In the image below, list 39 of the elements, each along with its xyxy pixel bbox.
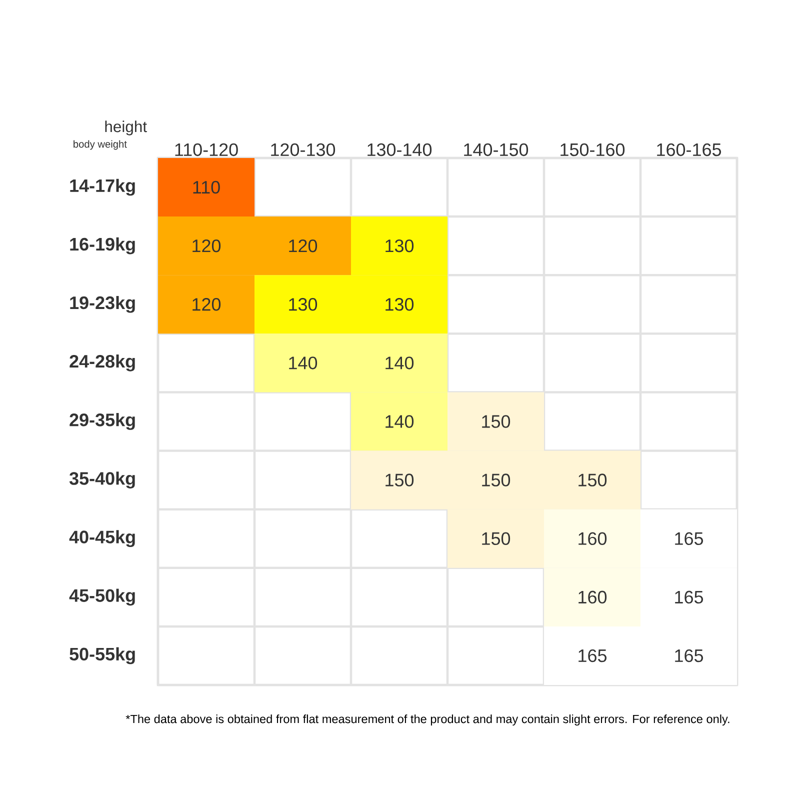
data-label: 165 [675, 590, 704, 604]
y-tick-label: 24-28kg [70, 354, 135, 372]
data-label: 120 [289, 239, 318, 252]
data-label: 160 [578, 532, 607, 545]
data-label: 160 [578, 590, 607, 604]
data-label: 150 [386, 474, 414, 486]
x-tick-label: 140-150 [464, 143, 528, 156]
x-tick-label: 110-120 [175, 143, 238, 156]
data-label: 150 [482, 474, 510, 486]
data-label: 130 [386, 298, 414, 311]
x-tick-label: 120-130 [271, 143, 336, 156]
y-tick-label: 40-45kg [69, 530, 135, 548]
data-label: 120 [192, 239, 221, 252]
text: *The data above is obtained from flat measurement of the product and may contain slight errors. For reference only. [126, 714, 730, 726]
x-tick-label: 150-160 [560, 143, 625, 156]
data-label: 165 [578, 649, 607, 662]
x-axis-title: height [105, 120, 147, 136]
y-tick-label: 35-40kg [69, 472, 135, 488]
data-label: 110 [193, 180, 220, 194]
data-label: 150 [482, 532, 510, 545]
data-label: 150 [578, 474, 607, 486]
y-tick-label: 16-19kg [70, 237, 135, 254]
y-tick-label: 19-23kg [70, 296, 135, 313]
y-tick-label: 50-55kg [70, 647, 135, 664]
y-axis-title: body weight [74, 140, 127, 150]
data-label: 140 [386, 356, 414, 370]
data-label: 120 [192, 298, 221, 311]
y-tick-label: 29-35kg [70, 413, 135, 430]
y-tick-label: 45-50kg [69, 588, 135, 606]
data-label: 130 [386, 239, 414, 252]
data-label: 165 [675, 649, 704, 662]
data-label: 130 [289, 298, 318, 311]
data-label: 140 [289, 356, 318, 370]
data-label: 165 [675, 532, 704, 545]
data-label: 150 [482, 415, 510, 428]
x-tick-label: 160-165 [657, 143, 722, 156]
data-label: 140 [386, 415, 414, 428]
x-tick-label: 130-140 [368, 143, 432, 156]
y-tick-label: 14-17kg [70, 178, 135, 196]
